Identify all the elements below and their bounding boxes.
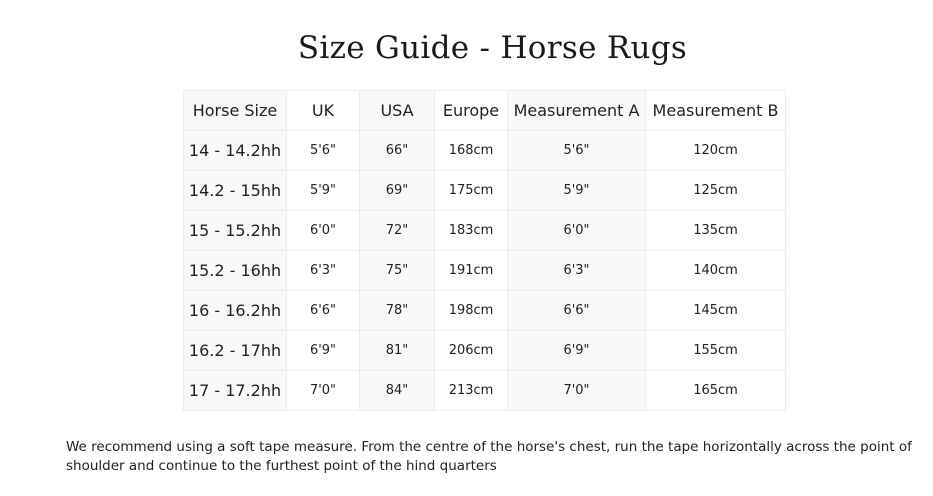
table-cell: 7'0" xyxy=(507,370,646,411)
table-cell: 14 - 14.2hh xyxy=(183,130,287,171)
table-cell: 16.2 - 17hh xyxy=(183,330,287,371)
table-cell: 120cm xyxy=(645,130,786,171)
table-cell: 6'3" xyxy=(507,250,646,291)
table-cell: 6'0" xyxy=(286,210,360,251)
table-cell: 78" xyxy=(359,290,435,331)
table-cell: 17 - 17.2hh xyxy=(183,370,287,411)
column-header: UK xyxy=(286,90,360,131)
table-cell: 5'6" xyxy=(286,130,360,171)
table-cell: 6'9" xyxy=(286,330,360,371)
table-row: 14 - 14.2hh 5'6" 66" 168cm 5'6" 120cm xyxy=(183,130,786,171)
table-row: 14.2 - 15hh 5'9" 69" 175cm 5'9" 125cm xyxy=(183,170,786,211)
table-cell: 14.2 - 15hh xyxy=(183,170,287,211)
table-cell: 5'6" xyxy=(507,130,646,171)
table-cell: 75" xyxy=(359,250,435,291)
page-title: Size Guide - Horse Rugs xyxy=(297,30,688,66)
table-cell: 5'9" xyxy=(286,170,360,211)
size-table: Horse Size UK USA Europe Measurement A Measur… xyxy=(183,90,786,411)
table-cell: 155cm xyxy=(645,330,786,371)
table-cell: 69" xyxy=(359,170,435,211)
table-cell: 183cm xyxy=(434,210,508,251)
column-header: Horse Size xyxy=(183,90,287,131)
table-cell: 66" xyxy=(359,130,435,171)
table-cell: 191cm xyxy=(434,250,508,291)
table-cell: 6'3" xyxy=(286,250,360,291)
table-cell: 125cm xyxy=(645,170,786,211)
column-header: USA xyxy=(359,90,435,131)
table-cell: 81" xyxy=(359,330,435,371)
table-row: 16 - 16.2hh 6'6" 78" 198cm 6'6" 145cm xyxy=(183,290,786,331)
table-cell: 16 - 16.2hh xyxy=(183,290,287,331)
table-cell: 198cm xyxy=(434,290,508,331)
table-cell: 168cm xyxy=(434,130,508,171)
table-cell: 15 - 15.2hh xyxy=(183,210,287,251)
table-cell: 6'6" xyxy=(507,290,646,331)
table-row: 17 - 17.2hh 7'0" 84" 213cm 7'0" 165cm xyxy=(183,370,786,411)
table-cell: 6'0" xyxy=(507,210,646,251)
table-row: 16.2 - 17hh 6'9" 81" 206cm 6'9" 155cm xyxy=(183,330,786,371)
table-cell: 206cm xyxy=(434,330,508,371)
table-cell: 15.2 - 16hh xyxy=(183,250,287,291)
table-cell: 5'9" xyxy=(507,170,646,211)
table-cell: 6'6" xyxy=(286,290,360,331)
table-cell: 213cm xyxy=(434,370,508,411)
table-cell: 140cm xyxy=(645,250,786,291)
table-cell: 145cm xyxy=(645,290,786,331)
table-cell: 72" xyxy=(359,210,435,251)
measuring-note: We recommend using a soft tape measure. … xyxy=(66,439,912,474)
column-header: Measurement A xyxy=(507,90,646,131)
table-cell: 135cm xyxy=(645,210,786,251)
table-row: 15 - 15.2hh 6'0" 72" 183cm 6'0" 135cm xyxy=(183,210,786,251)
table-header-row: Horse Size UK USA Europe Measurement A Measur… xyxy=(183,90,786,131)
column-header: Europe xyxy=(434,90,508,131)
table-cell: 7'0" xyxy=(286,370,360,411)
table-cell: 165cm xyxy=(645,370,786,411)
table-cell: 84" xyxy=(359,370,435,411)
column-header: Measurement B xyxy=(645,90,786,131)
table-cell: 6'9" xyxy=(507,330,646,371)
table-row: 15.2 - 16hh 6'3" 75" 191cm 6'3" 140cm xyxy=(183,250,786,291)
table-cell: 175cm xyxy=(434,170,508,211)
